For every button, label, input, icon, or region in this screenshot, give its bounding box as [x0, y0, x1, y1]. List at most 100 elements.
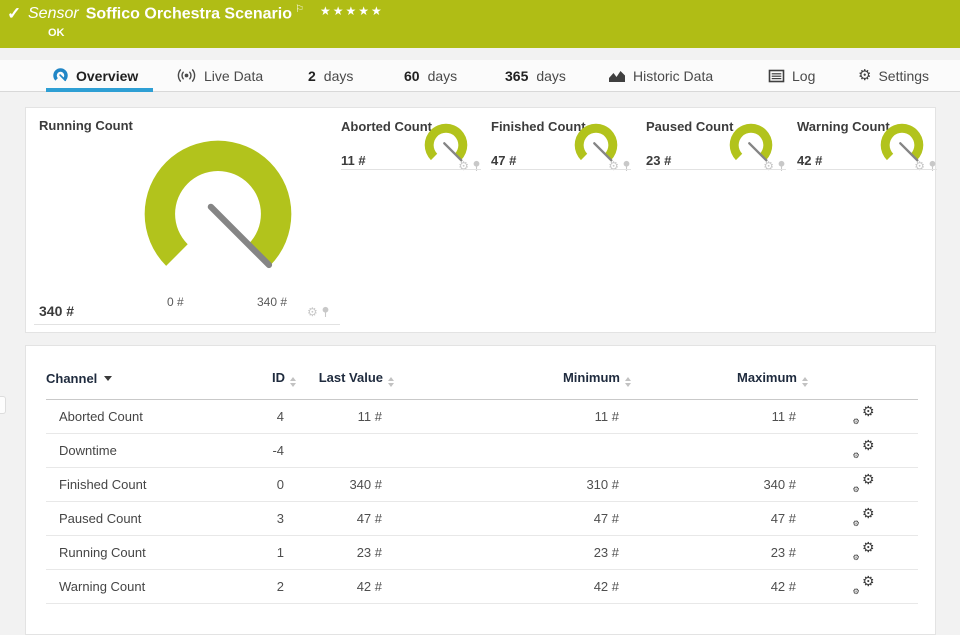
tab-label: days: [536, 67, 566, 84]
channel-cell: Aborted Count: [46, 399, 251, 434]
id-cell: 4: [251, 399, 296, 434]
last-value-cell: 11 #: [296, 399, 394, 434]
column-label: Minimum: [562, 370, 620, 385]
last-value-cell: 47 #: [296, 501, 394, 536]
minimum-cell: 47 #: [394, 501, 631, 536]
gauge-dial: [729, 123, 773, 162]
id-cell: -4: [251, 433, 296, 468]
gauge-dial: [424, 123, 468, 162]
table-row: Running Count 1 23 # 23 # 23 # ⚙ ⚙: [46, 535, 918, 570]
priority-flag-icon[interactable]: ⚐: [295, 4, 304, 15]
channel-settings-icon[interactable]: ⚙ ⚙: [852, 538, 875, 562]
gauge-title: Paused Count: [646, 119, 734, 134]
gauges-panel: Running Count 0 # 340 # 340 # ⚙ Aborted …: [25, 107, 937, 333]
column-label: Maximum: [737, 370, 797, 385]
gauge-title: Running Count: [39, 118, 133, 133]
channels-panel: Channel ID Last Value Minimum Maximum: [25, 345, 936, 635]
id-cell: 1: [251, 535, 296, 570]
tab-overview[interactable]: Overview: [52, 60, 138, 91]
gear-icon[interactable]: ⚙: [914, 159, 925, 173]
column-header-channel[interactable]: Channel: [46, 370, 251, 400]
id-cell: 0: [251, 467, 296, 502]
column-label: Last Value: [318, 370, 383, 385]
tab-label: Settings: [878, 67, 930, 84]
widget-divider: [491, 169, 631, 170]
last-value-cell: 23 #: [296, 535, 394, 570]
widget-actions: ⚙: [763, 160, 786, 172]
pin-icon[interactable]: [777, 160, 786, 172]
tab-settings[interactable]: ⚙ Settings: [858, 60, 929, 91]
maximum-cell: 340 #: [631, 467, 808, 502]
gauge-scale-min: 0 #: [167, 295, 184, 309]
table-row: Aborted Count 4 11 # 11 # 11 # ⚙ ⚙: [46, 399, 918, 434]
channel-cell: Warning Count: [46, 569, 251, 604]
tab-365-days[interactable]: 365 days: [505, 60, 566, 91]
object-type-label: Sensor: [28, 5, 79, 23]
tab-2-days[interactable]: 2 days: [308, 60, 353, 91]
log-list-icon: [768, 69, 785, 82]
widget-actions: ⚙: [914, 160, 937, 172]
table-row: Warning Count 2 42 # 42 # 42 # ⚙ ⚙: [46, 569, 918, 604]
gauge-value: 47 #: [491, 153, 517, 168]
priority-stars[interactable]: ★★★★★: [319, 4, 384, 19]
maximum-cell: 23 #: [631, 535, 808, 570]
table-row: Paused Count 3 47 # 47 # 47 # ⚙ ⚙: [46, 501, 918, 536]
minimum-cell: 42 #: [394, 569, 631, 604]
sensor-header: ✓ Sensor Soffico Orchestra Scenario ⚐ ★★★★★…: [0, 0, 960, 48]
gauge-title: Finished Count: [491, 119, 586, 134]
id-cell: 3: [251, 501, 296, 536]
channel-settings-icon[interactable]: ⚙ ⚙: [852, 402, 875, 426]
channel-settings-icon[interactable]: ⚙ ⚙: [852, 436, 875, 460]
gauge-title: Warning Count: [797, 119, 890, 134]
last-value-cell: [296, 433, 394, 468]
gear-icon: ⚙: [858, 67, 872, 84]
gauge-value: 23 #: [646, 153, 672, 168]
gear-icon[interactable]: ⚙: [763, 159, 774, 173]
channel-cell: Downtime: [46, 433, 251, 468]
gear-icon[interactable]: ⚙: [458, 159, 469, 173]
column-header-minimum[interactable]: Minimum: [394, 370, 631, 400]
widget-divider: [646, 169, 786, 170]
table-row: Finished Count 0 340 # 310 # 340 # ⚙ ⚙: [46, 467, 918, 502]
column-header-id[interactable]: ID: [251, 370, 296, 400]
column-header-last-value[interactable]: Last Value: [296, 370, 394, 400]
ok-check-icon: ✓: [7, 4, 22, 23]
gauge-dial: [574, 123, 618, 162]
pin-icon[interactable]: [321, 306, 330, 318]
column-label: Channel: [46, 371, 98, 386]
tab-bar: Overview Live Data 2 days 60 days 365 da…: [0, 60, 960, 92]
channel-settings-icon[interactable]: ⚙ ⚙: [852, 572, 875, 596]
channel-settings-icon[interactable]: ⚙ ⚙: [852, 470, 875, 494]
gauge-widget-finished-count: Finished Count 47 # ⚙: [491, 108, 639, 183]
pin-icon[interactable]: [472, 160, 481, 172]
widget-divider: [797, 169, 937, 170]
pin-icon[interactable]: [928, 160, 937, 172]
sort-icon: [802, 377, 808, 387]
column-label: ID: [272, 370, 285, 385]
gear-icon[interactable]: ⚙: [608, 159, 619, 173]
gear-icon[interactable]: ⚙: [307, 305, 318, 319]
sensor-status-badge: OK: [48, 27, 65, 39]
table-row: Downtime -4 ⚙ ⚙: [46, 433, 918, 468]
minimum-cell: 23 #: [394, 535, 631, 570]
tab-historic-data[interactable]: Historic Data: [608, 60, 713, 91]
maximum-cell: [631, 433, 808, 468]
sensor-title-line: Sensor Soffico Orchestra Scenario ⚐ ★★★★★: [28, 4, 384, 23]
maximum-cell: 42 #: [631, 569, 808, 604]
tab-60-days[interactable]: 60 days: [404, 60, 457, 91]
column-header-maximum[interactable]: Maximum: [631, 370, 808, 400]
sidebar-pull-handle[interactable]: [0, 396, 6, 414]
gauge-value: 11 #: [341, 153, 366, 168]
channel-settings-icon[interactable]: ⚙ ⚙: [852, 504, 875, 528]
widget-divider: [34, 324, 340, 325]
sort-icon: [388, 377, 394, 387]
tab-log[interactable]: Log: [768, 60, 815, 91]
area-chart-icon: [609, 70, 625, 82]
primary-gauge-widget: Running Count 0 # 340 # 340 # ⚙: [26, 108, 342, 332]
minimum-cell: 11 #: [394, 399, 631, 434]
tab-live-data[interactable]: Live Data: [176, 60, 263, 91]
gauge-scale-max: 340 #: [257, 295, 288, 309]
minimum-cell: 310 #: [394, 467, 631, 502]
pin-icon[interactable]: [622, 160, 631, 172]
channel-cell: Finished Count: [46, 467, 251, 502]
